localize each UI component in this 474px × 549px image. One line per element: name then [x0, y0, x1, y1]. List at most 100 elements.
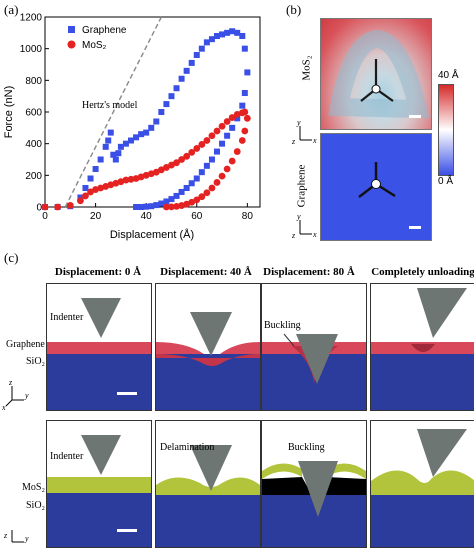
- x-tick-label: 80: [242, 211, 254, 222]
- graphene-data-point: [138, 204, 145, 210]
- svg-text:y: y: [24, 534, 29, 543]
- graphene-data-point: [173, 85, 180, 92]
- y-tick-label: 1200: [20, 13, 43, 24]
- mos2-data-point: [213, 127, 221, 135]
- panel-label-a: (a): [4, 2, 19, 17]
- graphene-data-point: [87, 175, 94, 182]
- legend-marker-mos2: [67, 40, 76, 49]
- graphene-data-point: [92, 166, 99, 172]
- graphene-data-point: [178, 188, 185, 195]
- axis-triad-b-bottom: y x z: [292, 212, 317, 240]
- mos2-indent-mark: [328, 29, 430, 119]
- legend-label: MoS₂: [82, 40, 107, 51]
- graphene-frame-3: [370, 283, 474, 411]
- mos2-data-point: [213, 179, 221, 186]
- y-tick-label: 1000: [20, 44, 43, 55]
- colorbar-max-label: 40 Å: [438, 70, 459, 81]
- y-tick-label: 0: [36, 203, 42, 214]
- legend-marker-graphene: [68, 26, 75, 33]
- graphene-data-point: [163, 101, 170, 108]
- mos2-data-point: [188, 148, 196, 156]
- plot-frame: [44, 16, 261, 208]
- row2-delamination-label: Delamination: [160, 442, 215, 453]
- panel-label-c: (c): [4, 250, 19, 265]
- mos2-frame-1: [155, 420, 261, 548]
- svg-text:z: z: [3, 531, 8, 540]
- mos2-data-point: [198, 141, 206, 148]
- panel-label-b: (b): [286, 2, 302, 17]
- graphene-data-point: [239, 33, 246, 39]
- graphene-data-point: [241, 90, 248, 96]
- mos2-data-point: [163, 164, 170, 171]
- svg-text:z: z: [292, 231, 296, 240]
- mos2-data-point: [54, 203, 62, 211]
- graphene-data-point: [183, 185, 190, 191]
- mos2-data-point: [238, 137, 246, 144]
- svg-text:x: x: [312, 136, 317, 145]
- graphene-data-point: [143, 129, 150, 136]
- mos2-data-point: [228, 114, 236, 121]
- graphene-data-point: [133, 134, 140, 141]
- graphene-data-point: [148, 124, 155, 131]
- graphene-data-point: [224, 29, 231, 36]
- row2-substrate-label: SiO₂: [26, 500, 46, 511]
- graphene-data-point: [239, 102, 246, 109]
- svg-text:x: x: [2, 403, 6, 412]
- mos2-data-point: [233, 148, 241, 155]
- graphene-data-point: [188, 180, 195, 187]
- column-title-2: Displacement: 80 Å: [263, 266, 355, 278]
- mos2-data-point: [198, 193, 206, 201]
- graphene-data-point: [153, 118, 160, 125]
- hertz-annotation: Hertz's model: [82, 100, 138, 111]
- x-tick-label: 0: [42, 211, 48, 222]
- graphene-data-point: [229, 28, 236, 35]
- row2-layer-label: MoS₂: [22, 482, 45, 493]
- graphene-data-point: [198, 169, 205, 176]
- graphene-frame-2: [261, 283, 367, 411]
- graphene-map-label: Graphene: [295, 164, 308, 208]
- graphene-data-point: [224, 132, 231, 139]
- mos2-data-point: [178, 202, 185, 209]
- mos2-data-point: [241, 108, 249, 116]
- svg-text:z: z: [8, 378, 13, 387]
- graphene-data-point: [115, 150, 122, 157]
- svg-text:y: y: [24, 391, 29, 400]
- mos2-data-point: [41, 203, 49, 211]
- column-title-0: Displacement: 0 Å: [54, 266, 142, 278]
- y-tick-label: 600: [25, 108, 42, 119]
- graphene-data-point: [229, 124, 236, 131]
- mos2-data-point: [66, 202, 74, 209]
- graphene-data-point: [244, 69, 251, 76]
- graphene-data-point: [168, 196, 175, 203]
- graphene-data-point: [128, 137, 134, 144]
- graphene-data-point: [193, 175, 200, 182]
- mos2-data-point: [127, 175, 135, 183]
- mos2-data-point: [241, 127, 249, 135]
- y-tick-label: 800: [25, 76, 42, 87]
- mos2-data-point: [193, 145, 201, 152]
- mos2-data-point: [218, 172, 226, 180]
- mos2-data-point: [163, 203, 170, 211]
- mos2-data-point: [173, 159, 180, 167]
- mos2-data-point: [228, 157, 236, 165]
- row2-buckling-label: Buckling: [288, 442, 325, 453]
- graphene-data-point: [107, 129, 114, 136]
- axis-triad-c-bottom: z y: [3, 530, 29, 543]
- mos2-data-point: [208, 132, 216, 140]
- legend-label: Graphene: [82, 25, 127, 36]
- mos2-frame-2: [261, 420, 367, 548]
- column-title-1: Displacement: 40 Å: [160, 266, 252, 278]
- y-tick-label: 400: [25, 139, 42, 150]
- x-tick-label: 40: [141, 211, 153, 222]
- graphene-data-point: [188, 59, 195, 66]
- mos2-data-point: [168, 161, 175, 169]
- graphene-data-point: [102, 143, 109, 150]
- hertz-model-line: [64, 16, 162, 208]
- graphene-data-point: [133, 204, 140, 210]
- x-tick-label: 60: [191, 211, 203, 222]
- graphene-frame-0: [46, 283, 152, 411]
- mos2-frame-3: [370, 420, 474, 548]
- mos2-data-point: [183, 152, 191, 160]
- mos2-data-point: [122, 176, 130, 184]
